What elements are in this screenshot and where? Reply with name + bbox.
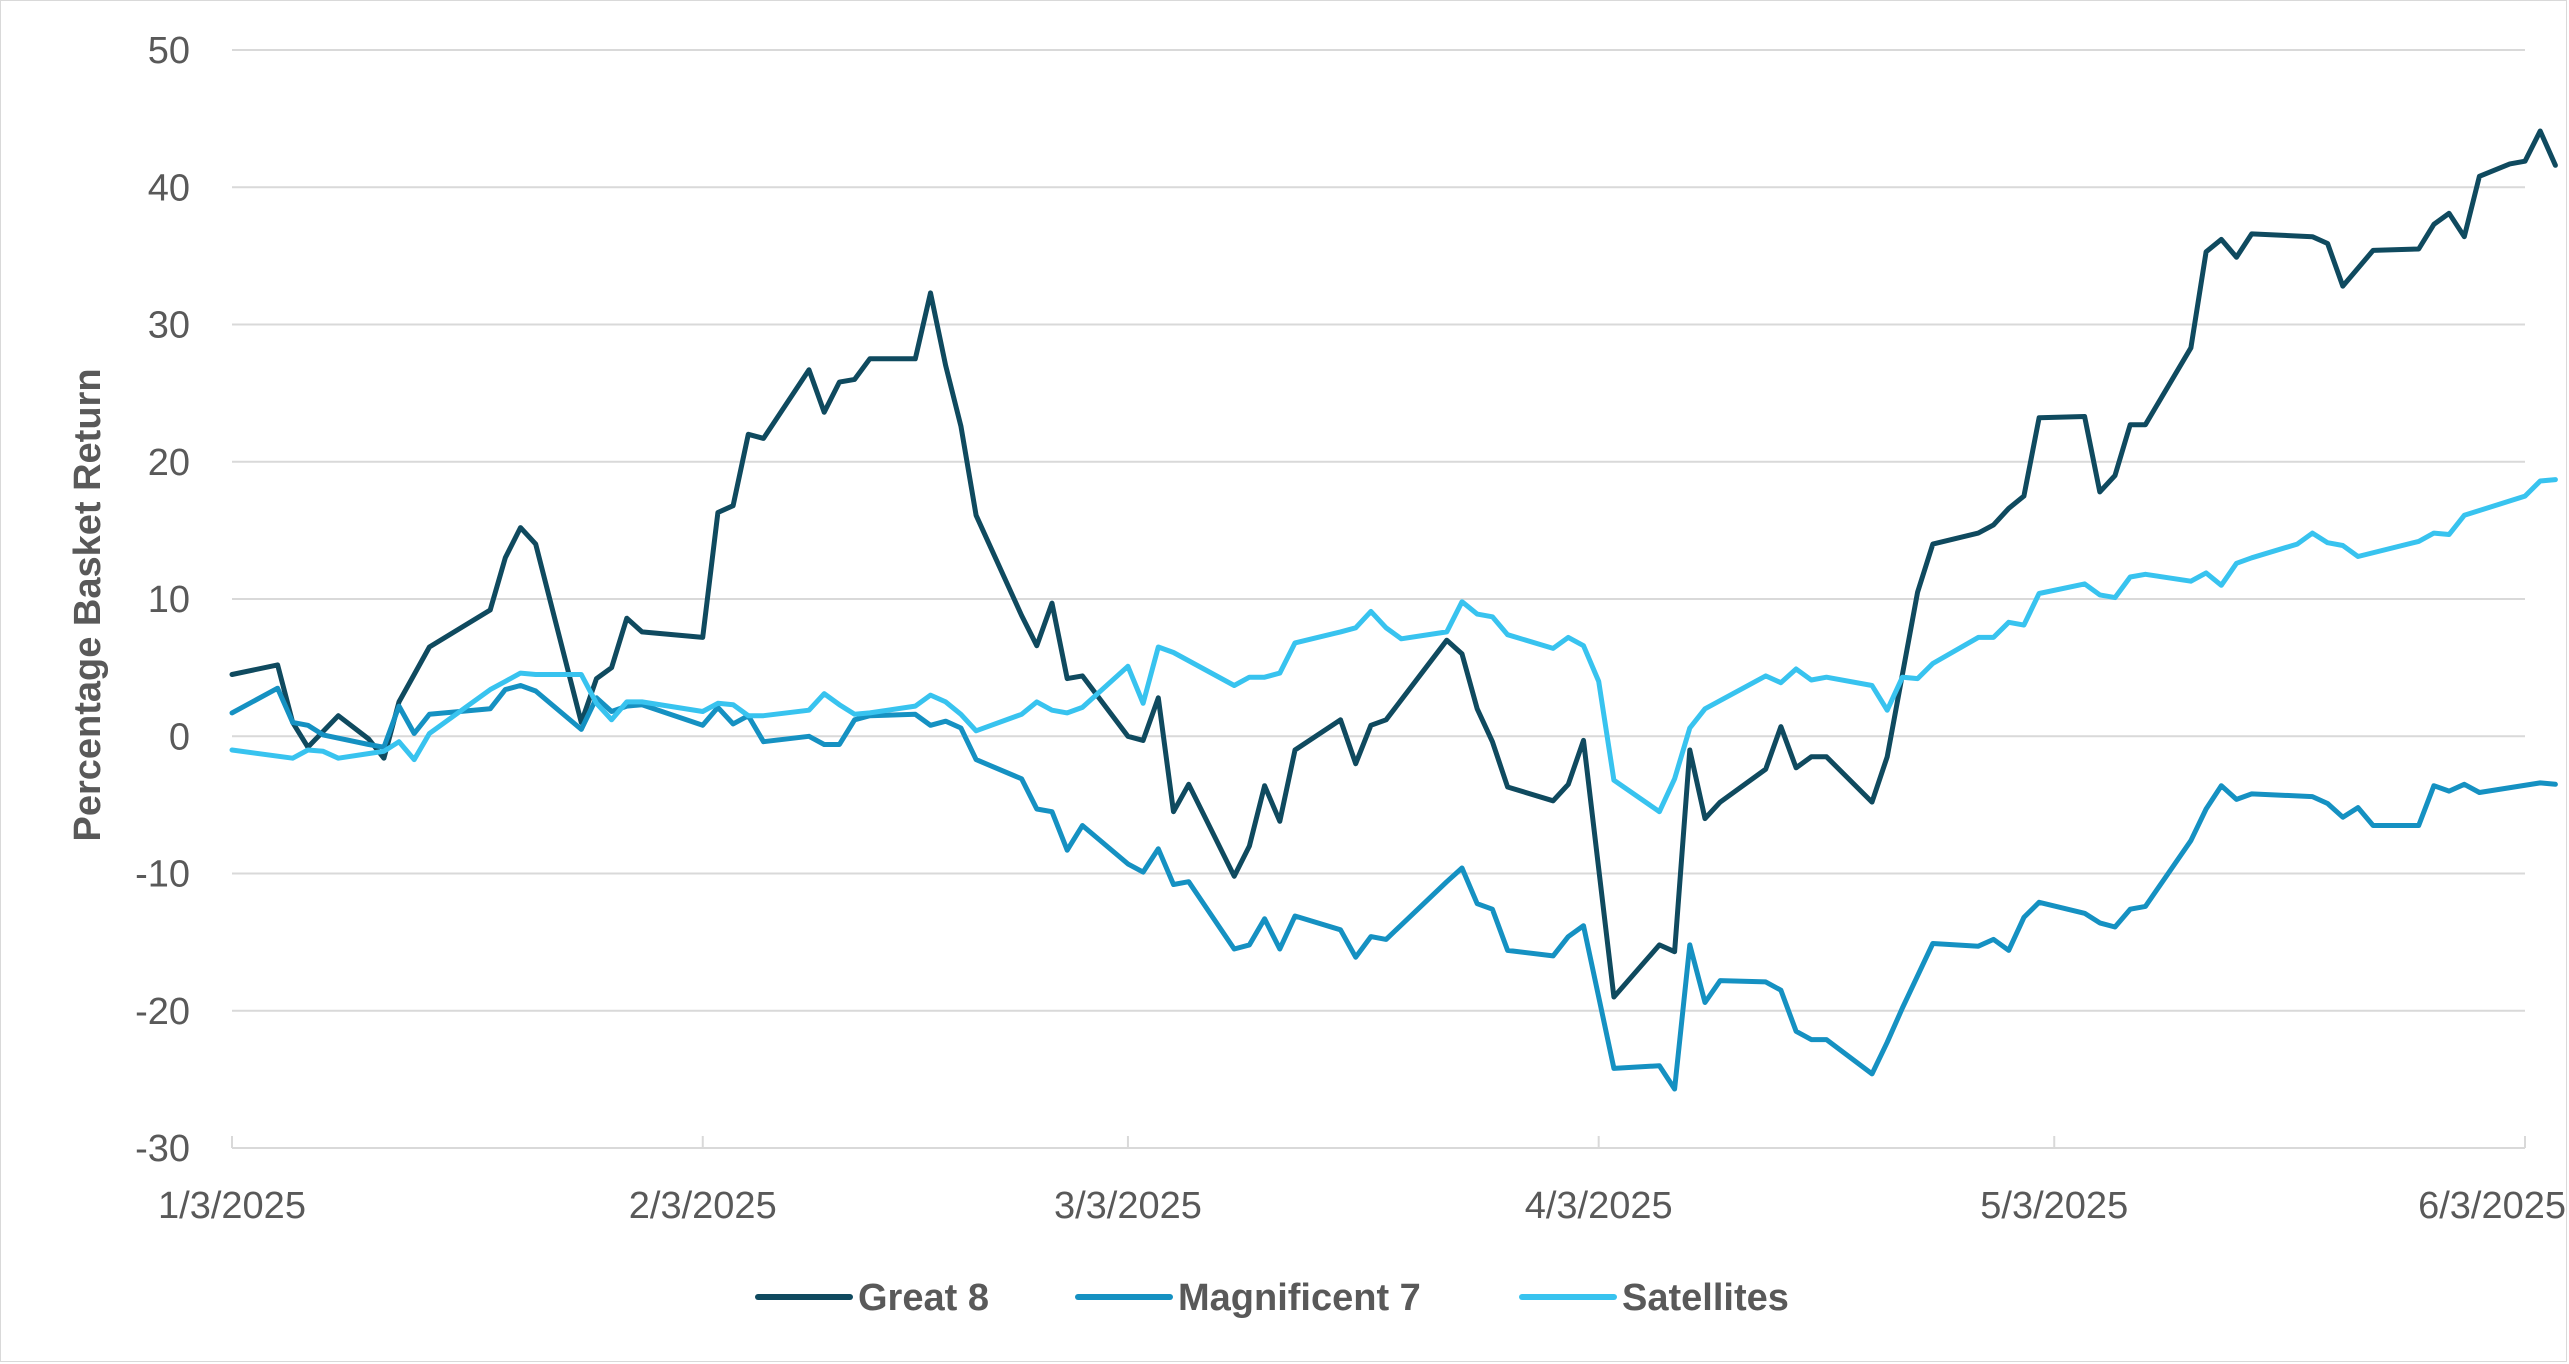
legend-label: Great 8 xyxy=(858,1277,989,1319)
series-line-magnificent-7 xyxy=(229,683,2558,1092)
y-tick-label: -30 xyxy=(135,1128,190,1170)
y-tick-label: 10 xyxy=(148,579,190,621)
series-line-great-8 xyxy=(229,128,2558,1000)
legend-label: Satellites xyxy=(1622,1277,1789,1319)
series-lines xyxy=(229,128,2558,1092)
series-line-satellites xyxy=(229,477,2558,815)
y-tick-label: 20 xyxy=(148,442,190,484)
x-tick-label: 4/3/2025 xyxy=(1525,1185,1673,1227)
legend: Great 8 Magnificent 7 Satellites xyxy=(755,1277,1789,1319)
y-tick-label: 0 xyxy=(169,716,190,758)
x-axis-ticks xyxy=(231,1136,2526,1148)
y-axis-tick-labels: 50 40 30 20 10 0 -10 -20 -30 xyxy=(135,30,190,1170)
x-tick-label: 5/3/2025 xyxy=(1980,1185,2128,1227)
x-tick-label: 3/3/2025 xyxy=(1054,1185,1202,1227)
y-tick-label: 40 xyxy=(148,167,190,209)
x-axis-tick-labels: 1/3/2025 2/3/2025 3/3/2025 4/3/2025 5/3/2025… xyxy=(158,1185,2566,1227)
y-tick-label: 30 xyxy=(148,305,190,347)
y-tick-label: 50 xyxy=(148,30,190,72)
x-tick-label: 6/3/2025 xyxy=(2418,1185,2566,1227)
y-axis-title: Percentage Basket Return xyxy=(67,368,109,841)
y-tick-label: -10 xyxy=(135,854,190,896)
x-tick-label: 1/3/2025 xyxy=(158,1185,306,1227)
legend-label: Magnificent 7 xyxy=(1178,1277,1421,1319)
gridlines xyxy=(232,49,2525,1149)
x-tick-label: 2/3/2025 xyxy=(629,1185,777,1227)
y-tick-label: -20 xyxy=(135,991,190,1033)
